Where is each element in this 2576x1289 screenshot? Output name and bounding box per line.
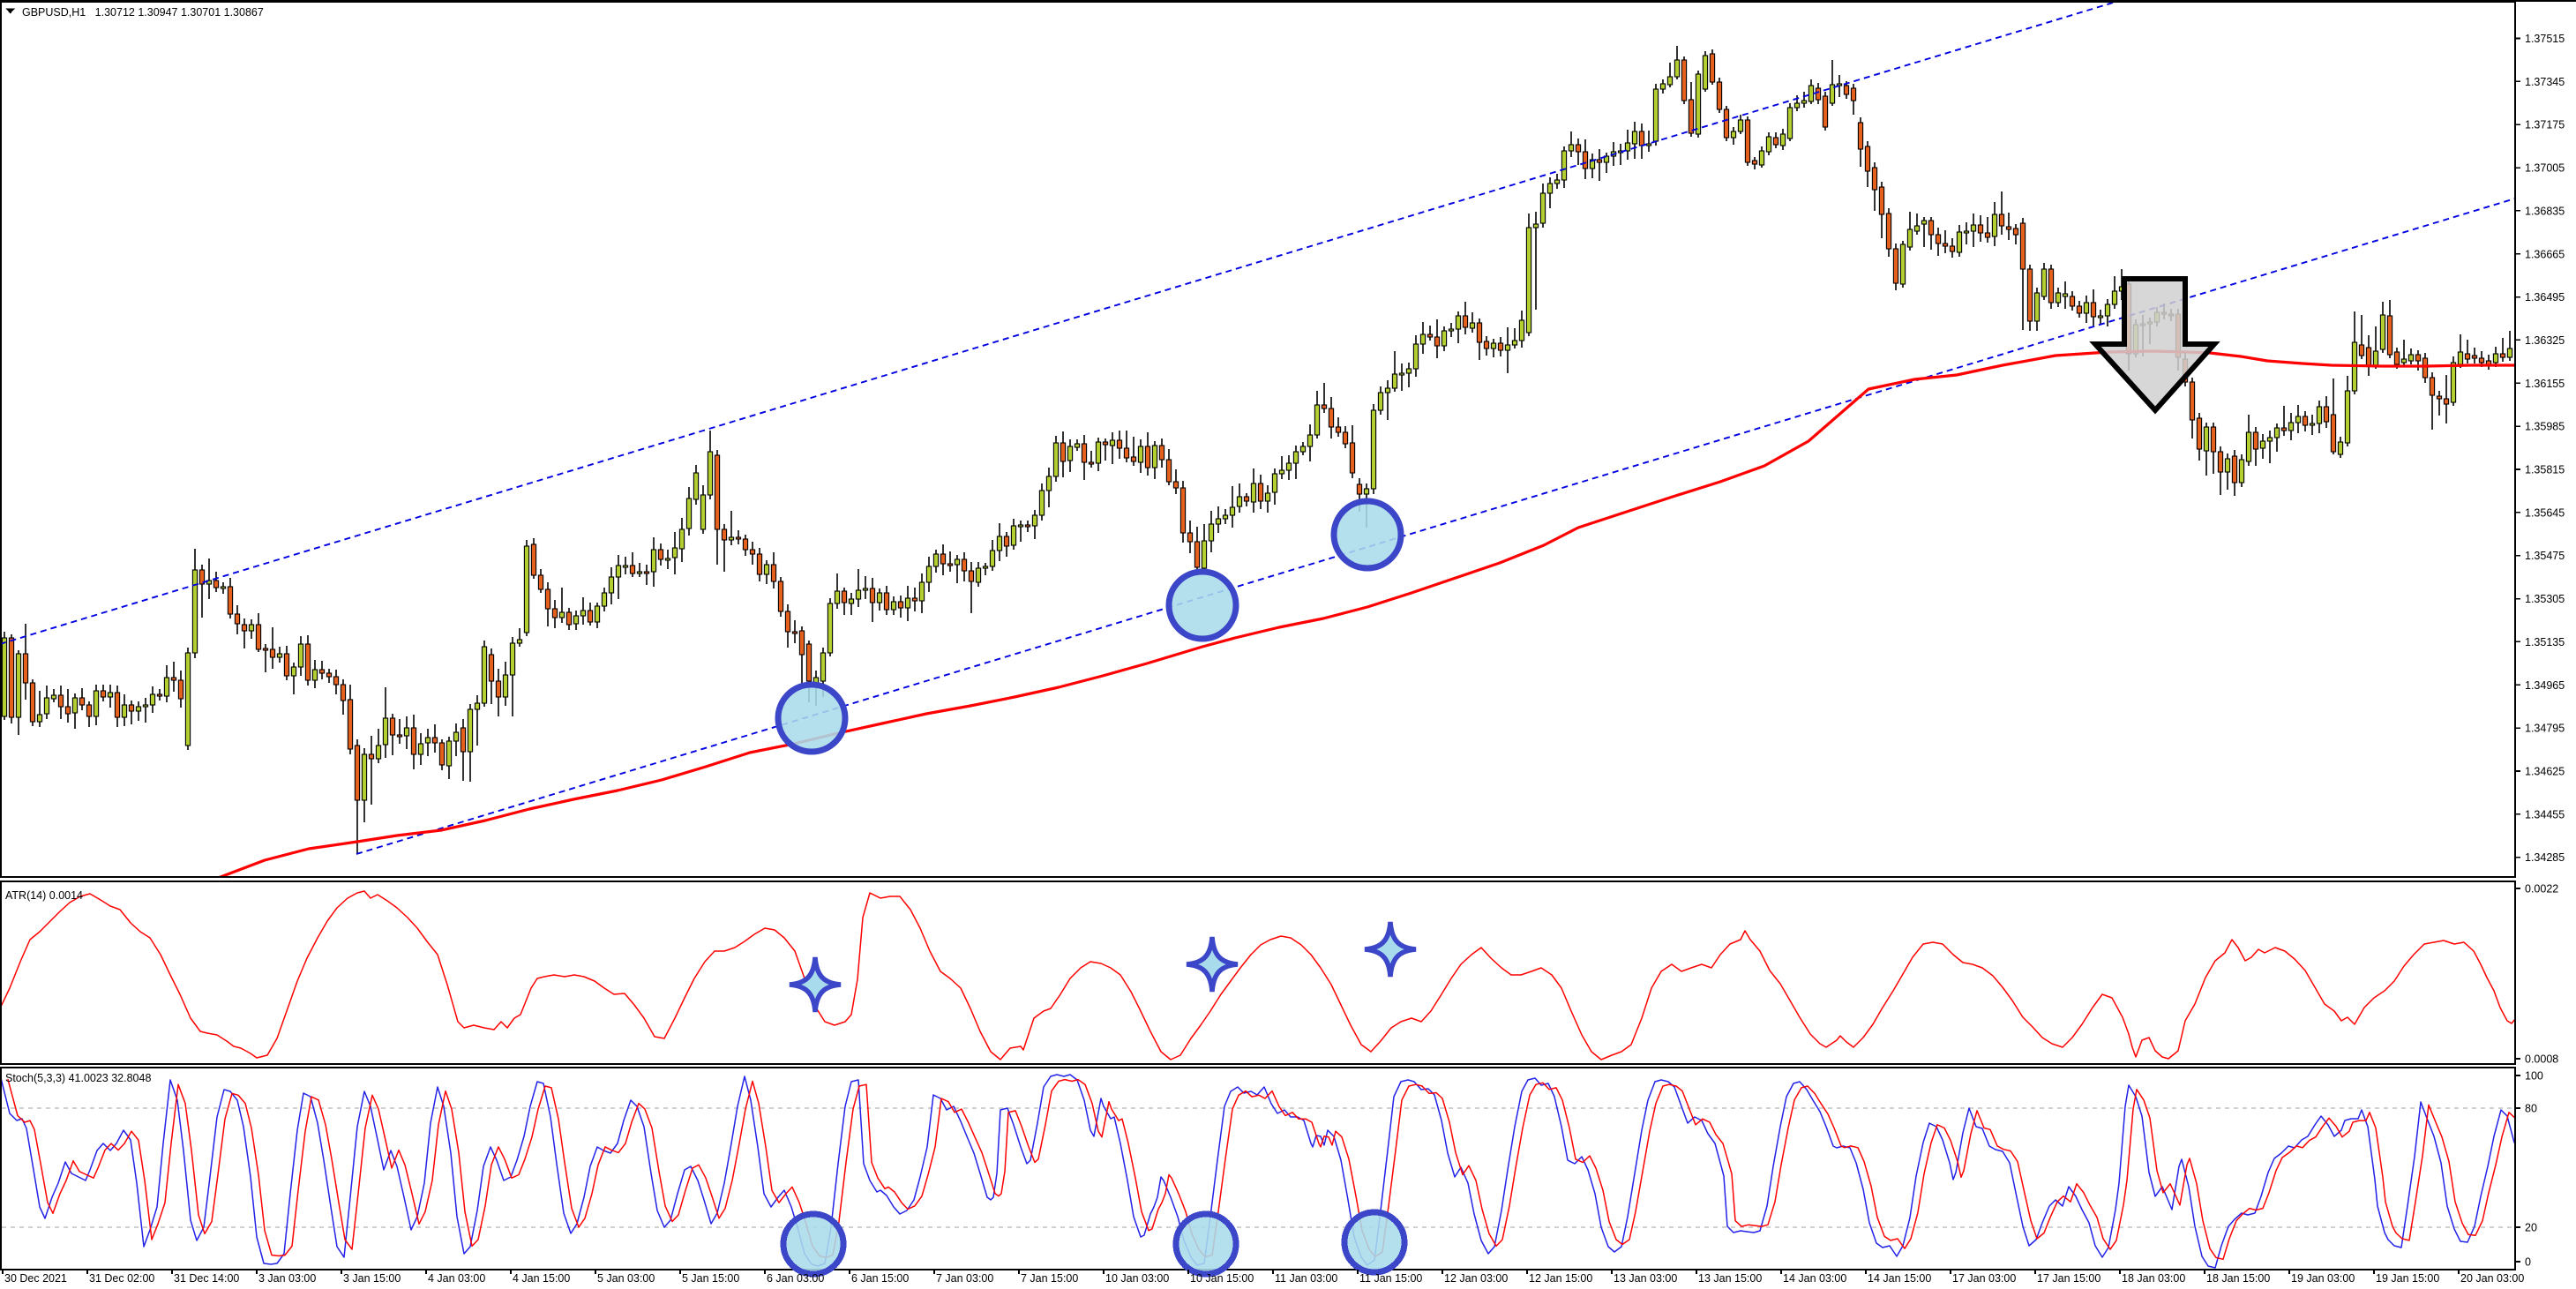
- svg-text:12 Jan 15:00: 12 Jan 15:00: [1529, 1272, 1592, 1285]
- svg-text:1.37175: 1.37175: [2525, 119, 2565, 131]
- svg-text:3 Jan 15:00: 3 Jan 15:00: [343, 1272, 401, 1285]
- svg-text:0.0008: 0.0008: [2525, 1053, 2558, 1066]
- svg-text:31 Dec 02:00: 31 Dec 02:00: [89, 1272, 154, 1285]
- svg-text:31 Dec 14:00: 31 Dec 14:00: [174, 1272, 239, 1285]
- svg-text:5 Jan 15:00: 5 Jan 15:00: [682, 1272, 739, 1285]
- svg-text:1.37345: 1.37345: [2525, 76, 2565, 88]
- svg-text:13 Jan 03:00: 13 Jan 03:00: [1614, 1272, 1677, 1285]
- svg-text:80: 80: [2525, 1103, 2537, 1115]
- svg-text:1.35645: 1.35645: [2525, 506, 2565, 519]
- svg-text:0: 0: [2525, 1256, 2531, 1269]
- svg-text:4 Jan 03:00: 4 Jan 03:00: [428, 1272, 485, 1285]
- svg-text:1.34965: 1.34965: [2525, 679, 2565, 692]
- svg-text:20: 20: [2525, 1222, 2537, 1234]
- svg-text:1.35985: 1.35985: [2525, 421, 2565, 433]
- svg-text:1.36495: 1.36495: [2525, 291, 2565, 304]
- svg-text:4 Jan 15:00: 4 Jan 15:00: [513, 1272, 570, 1285]
- svg-text:1.37005: 1.37005: [2525, 162, 2565, 175]
- svg-text:1.36155: 1.36155: [2525, 378, 2565, 390]
- svg-text:1.34455: 1.34455: [2525, 808, 2565, 821]
- svg-text:11 Jan 15:00: 11 Jan 15:00: [1359, 1272, 1422, 1285]
- svg-text:19 Jan 15:00: 19 Jan 15:00: [2376, 1272, 2439, 1285]
- svg-text:1.35815: 1.35815: [2525, 464, 2565, 476]
- svg-text:14 Jan 15:00: 14 Jan 15:00: [1868, 1272, 1931, 1285]
- svg-text:ATR(14) 0.0014: ATR(14) 0.0014: [5, 889, 83, 902]
- svg-text:1.35475: 1.35475: [2525, 550, 2565, 562]
- svg-text:30 Dec 2021: 30 Dec 2021: [4, 1272, 67, 1285]
- svg-text:19 Jan 03:00: 19 Jan 03:00: [2291, 1272, 2355, 1285]
- svg-text:17 Jan 15:00: 17 Jan 15:00: [2037, 1272, 2100, 1285]
- svg-text:1.35135: 1.35135: [2525, 636, 2565, 648]
- svg-text:14 Jan 03:00: 14 Jan 03:00: [1783, 1272, 1846, 1285]
- svg-text:1.36835: 1.36835: [2525, 205, 2565, 217]
- svg-text:GBPUSD,H1 1.30712 1.30947 1.: GBPUSD,H1 1.30712 1.30947 1.30701 1.3086…: [22, 6, 264, 19]
- svg-text:18 Jan 15:00: 18 Jan 15:00: [2206, 1272, 2270, 1285]
- svg-text:0.0022: 0.0022: [2525, 883, 2558, 896]
- svg-text:17 Jan 03:00: 17 Jan 03:00: [1952, 1272, 2016, 1285]
- svg-text:6 Jan 03:00: 6 Jan 03:00: [767, 1272, 824, 1285]
- svg-text:1.34795: 1.34795: [2525, 723, 2565, 735]
- svg-text:12 Jan 03:00: 12 Jan 03:00: [1444, 1272, 1508, 1285]
- svg-text:7 Jan 15:00: 7 Jan 15:00: [1021, 1272, 1078, 1285]
- svg-text:20 Jan 03:00: 20 Jan 03:00: [2460, 1272, 2524, 1285]
- svg-text:Stoch(5,3,3) 41.0023 32.8048: Stoch(5,3,3) 41.0023 32.8048: [5, 1072, 151, 1084]
- svg-text:1.35305: 1.35305: [2525, 593, 2565, 605]
- svg-text:1.36325: 1.36325: [2525, 334, 2565, 347]
- svg-text:1.34625: 1.34625: [2525, 765, 2565, 777]
- svg-text:1.37515: 1.37515: [2525, 33, 2565, 45]
- svg-text:5 Jan 03:00: 5 Jan 03:00: [597, 1272, 655, 1285]
- svg-text:10 Jan 03:00: 10 Jan 03:00: [1105, 1272, 1169, 1285]
- svg-text:1.34285: 1.34285: [2525, 851, 2565, 864]
- svg-text:10 Jan 15:00: 10 Jan 15:00: [1190, 1272, 1254, 1285]
- svg-text:6 Jan 15:00: 6 Jan 15:00: [851, 1272, 909, 1285]
- svg-text:100: 100: [2525, 1070, 2543, 1083]
- svg-text:1.36665: 1.36665: [2525, 248, 2565, 260]
- svg-text:3 Jan 03:00: 3 Jan 03:00: [258, 1272, 316, 1285]
- svg-text:11 Jan 03:00: 11 Jan 03:00: [1275, 1272, 1337, 1285]
- svg-text:13 Jan 15:00: 13 Jan 15:00: [1698, 1272, 1762, 1285]
- svg-text:7 Jan 03:00: 7 Jan 03:00: [936, 1272, 993, 1285]
- svg-text:18 Jan 03:00: 18 Jan 03:00: [2122, 1272, 2185, 1285]
